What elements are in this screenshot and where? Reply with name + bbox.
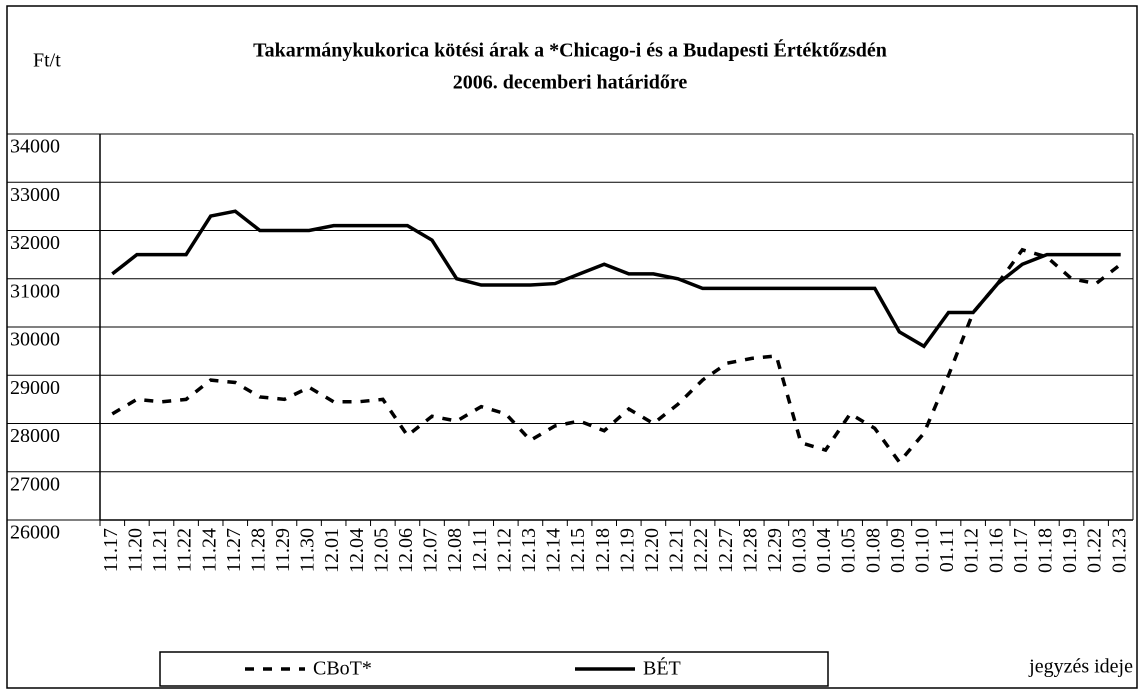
x-tick-label: 01.23 xyxy=(1108,528,1130,573)
chart-title: Takarmánykukorica kötési árak a *Chicago… xyxy=(253,39,887,62)
x-tick-label: 11.17 xyxy=(100,528,122,572)
x-axis-label: jegyzés ideje xyxy=(1028,656,1133,678)
x-tick-label: 12.13 xyxy=(518,528,540,573)
x-tick-label: 01.17 xyxy=(1010,528,1032,573)
y-tick-label: 32000 xyxy=(10,232,60,254)
x-tick-label: 12.28 xyxy=(739,528,761,573)
x-tick-label: 01.16 xyxy=(985,528,1007,573)
legend-label: CBoT* xyxy=(313,658,372,680)
y-tick-label: 27000 xyxy=(10,473,60,495)
x-tick-label: 12.11 xyxy=(469,528,491,572)
x-tick-label: 01.05 xyxy=(838,528,860,573)
x-tick-label: 12.12 xyxy=(493,528,515,573)
series-line xyxy=(111,247,1122,465)
x-tick-label: 01.10 xyxy=(912,528,934,573)
x-tick-label: 01.19 xyxy=(1059,528,1081,573)
legend-box xyxy=(159,651,829,687)
x-tick-label: 12.08 xyxy=(444,528,466,573)
x-tick-label: 01.18 xyxy=(1035,528,1057,573)
x-tick-label: 12.14 xyxy=(543,528,565,573)
x-tick-label: 01.22 xyxy=(1084,528,1106,573)
chart-subtitle: 2006. decemberi határidőre xyxy=(453,72,688,94)
x-tick-label: 11.24 xyxy=(198,528,220,572)
y-tick-label: 30000 xyxy=(10,329,60,351)
x-tick-label: 12.15 xyxy=(567,528,589,573)
y-tick-label: 33000 xyxy=(10,184,60,206)
x-tick-label: 12.27 xyxy=(715,528,737,573)
x-tick-label: 12.04 xyxy=(346,528,368,573)
x-tick-label: 11.22 xyxy=(174,528,196,572)
x-tick-label: 01.04 xyxy=(813,528,835,573)
x-tick-label: 11.29 xyxy=(272,528,294,572)
x-tick-label: 01.03 xyxy=(789,528,811,573)
y-tick-label: 29000 xyxy=(10,377,60,399)
x-tick-label: 12.20 xyxy=(641,528,663,573)
x-tick-label: 01.08 xyxy=(862,528,884,573)
x-tick-label: 11.21 xyxy=(149,528,171,572)
x-tick-label: 12.22 xyxy=(690,528,712,573)
x-tick-label: 12.07 xyxy=(420,528,442,573)
x-tick-label: 11.30 xyxy=(297,528,319,572)
x-tick-label: 12.19 xyxy=(616,528,638,573)
legend-label: BÉT xyxy=(643,657,681,680)
x-tick-label: 11.28 xyxy=(247,528,269,572)
x-tick-label: 12.29 xyxy=(764,528,786,573)
x-tick-label: 11.20 xyxy=(124,528,146,572)
x-tick-label: 12.21 xyxy=(666,528,688,573)
x-tick-label: 01.11 xyxy=(936,528,958,572)
x-tick-label: 12.18 xyxy=(592,528,614,573)
y-axis-label: Ft/t xyxy=(33,50,61,72)
x-tick-label: 01.12 xyxy=(961,528,983,573)
y-tick-label: 31000 xyxy=(10,280,60,302)
x-tick-label: 12.06 xyxy=(395,528,417,573)
series-line xyxy=(111,209,1121,349)
y-tick-label: 34000 xyxy=(10,136,60,158)
frame xyxy=(6,5,1138,689)
x-tick-label: 12.01 xyxy=(321,528,343,573)
x-tick-label: 11.27 xyxy=(223,528,245,572)
x-tick-label: 01.09 xyxy=(887,528,909,573)
x-tick-label: 12.05 xyxy=(370,528,392,573)
y-tick-label: 26000 xyxy=(10,522,60,544)
y-tick-label: 28000 xyxy=(10,425,60,447)
